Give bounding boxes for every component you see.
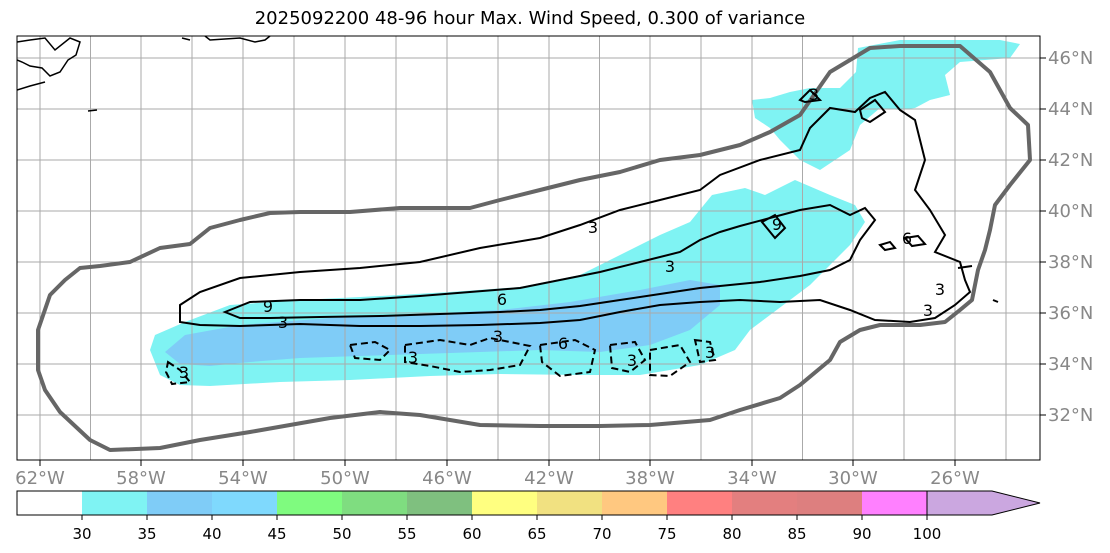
contour-label: 3 (627, 351, 637, 370)
colorbar-tick-label: 60 (462, 525, 481, 543)
colorbar-tick-label: 45 (267, 525, 286, 543)
lon-label: 30°W (828, 468, 878, 489)
colorbar-segment (472, 491, 537, 515)
chart-title: 2025092200 48-96 hour Max. Wind Speed, 0… (254, 8, 806, 29)
contour-label: 3 (705, 343, 715, 362)
colorbar-segment (537, 491, 602, 515)
colorbar-segment (342, 491, 407, 515)
contour-label: 3 (935, 280, 945, 299)
contour-label: 6 (497, 290, 507, 309)
colorbar-tick-label: 30 (72, 525, 91, 543)
contour-solid-ne (760, 88, 999, 303)
colorbar-segment (147, 491, 212, 515)
colorbar-segment (602, 491, 667, 515)
colorbar-segment (82, 491, 147, 515)
contour-label: 3 (923, 301, 933, 320)
lon-label: 34°W (727, 468, 777, 489)
colorbar-segment (277, 491, 342, 515)
colorbar-tick-label: 40 (202, 525, 221, 543)
contour-solid-inner (222, 203, 877, 319)
contour-label: 3 (278, 313, 288, 332)
lat-label: 36°N (1048, 303, 1093, 324)
colorbar-tick-label: 85 (787, 525, 806, 543)
wind-fill-35-40 (165, 280, 720, 366)
lat-label: 42°N (1048, 150, 1093, 171)
colorbar-segment (17, 491, 82, 515)
contour-label: 3 (809, 85, 819, 104)
wind-fill-30-35-north (752, 40, 1020, 170)
cone-outline (36, 44, 1032, 452)
lat-label: 46°N (1048, 48, 1093, 69)
lon-label: 38°W (625, 468, 675, 489)
graticule (17, 36, 1040, 460)
contour-label: 6 (902, 229, 912, 248)
contour-label: 6 (558, 334, 568, 353)
lon-label: 50°W (320, 468, 370, 489)
colorbar-tick-label: 100 (913, 525, 942, 543)
lat-label: 32°N (1048, 405, 1093, 426)
axes: 62°W 58°W 54°W 50°W 46°W 42°W 38°W 34°W 30°W 26°W… (15, 48, 1093, 489)
lon-label: 46°W (422, 468, 472, 489)
map-frame (16, 35, 1041, 461)
lon-label: 54°W (218, 468, 268, 489)
colorbar-tick-label: 75 (657, 525, 676, 543)
colorbar-tick-label: 80 (722, 525, 741, 543)
colorbar-tick-label: 50 (332, 525, 351, 543)
colorbar-tick-label: 35 (137, 525, 156, 543)
lat-label: 40°N (1048, 201, 1093, 222)
lat-label: 38°N (1048, 252, 1093, 273)
lon-label: 26°W (930, 468, 980, 489)
contour-label: 9 (263, 297, 273, 316)
colorbar-segment (212, 491, 277, 515)
colorbar-tick-label: 55 (397, 525, 416, 543)
contour-label: 9 (772, 215, 782, 234)
contour-label: 3 (588, 218, 598, 237)
colorbar: 30 35 40 45 50 55 60 65 70 75 80 85 90 100 (16, 490, 1041, 543)
colorbar-segment (862, 491, 927, 515)
lon-label: 58°W (116, 468, 166, 489)
colorbar-segment (407, 491, 472, 515)
colorbar-tick-label: 90 (852, 525, 871, 543)
contour-dashed (164, 336, 717, 386)
lat-label: 44°N (1048, 99, 1093, 120)
contour-label: 3 (665, 257, 675, 276)
contour-label: 3 (179, 363, 189, 382)
lon-label: 62°W (15, 468, 65, 489)
colorbar-segment (797, 491, 862, 515)
colorbar-tick-label: 65 (527, 525, 546, 543)
coastline (17, 36, 271, 112)
colorbar-tick-label: 70 (592, 525, 611, 543)
colorbar-segment (667, 491, 732, 515)
contour-solid-outer (179, 90, 972, 328)
contour-label: 3 (493, 327, 503, 346)
colorbar-segment (732, 491, 797, 515)
lat-label: 34°N (1048, 354, 1093, 375)
colorbar-extend-arrow (926, 490, 1041, 516)
lon-label: 42°W (524, 468, 574, 489)
contour-label: 3 (408, 348, 418, 367)
